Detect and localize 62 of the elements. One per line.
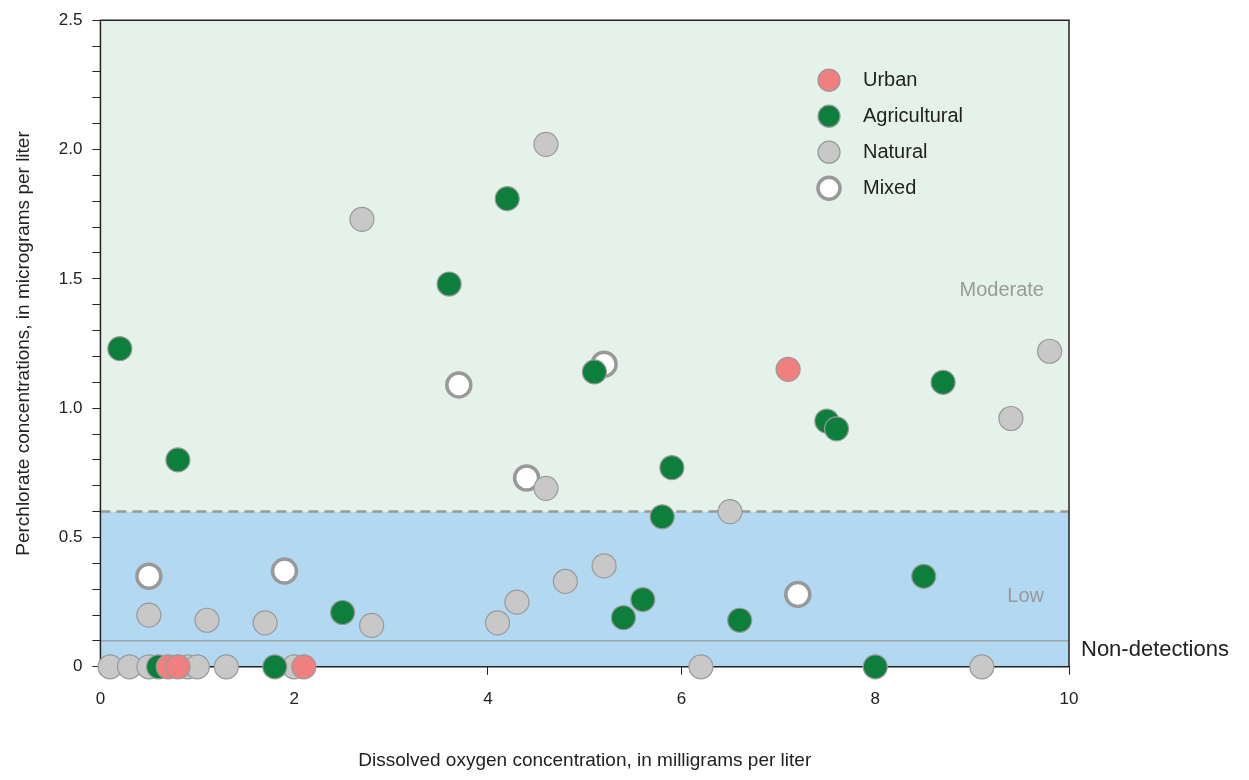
point bbox=[998, 405, 1024, 432]
point bbox=[165, 654, 191, 680]
point bbox=[969, 654, 995, 680]
x-axis-title: Dissolved oxygen concentration, in milligrams per liter bbox=[358, 748, 812, 770]
y-axis-title: Perchlorate concentrations, in micrograms per liter bbox=[11, 130, 33, 556]
point bbox=[823, 416, 850, 442]
point bbox=[512, 464, 541, 492]
x-tick-label: 4 bbox=[483, 688, 493, 708]
y-tick-label: 0.5 bbox=[58, 527, 83, 547]
point bbox=[262, 654, 288, 680]
y-tick-label: 1.0 bbox=[58, 397, 83, 417]
point bbox=[930, 369, 956, 395]
point bbox=[659, 455, 685, 481]
legend-label: Mixed bbox=[863, 175, 917, 198]
point bbox=[194, 607, 220, 633]
point bbox=[349, 206, 375, 232]
x-tick-label: 2 bbox=[289, 688, 299, 708]
point bbox=[552, 568, 578, 595]
x-tick-label: 8 bbox=[870, 688, 881, 708]
point bbox=[533, 131, 559, 157]
point bbox=[784, 580, 812, 609]
y-tick-label: 0 bbox=[72, 656, 83, 676]
point bbox=[136, 602, 162, 628]
point bbox=[213, 654, 239, 680]
point bbox=[581, 359, 607, 385]
legend-label: Agricultural bbox=[863, 103, 964, 126]
point bbox=[610, 605, 637, 631]
point bbox=[591, 553, 617, 579]
point bbox=[717, 499, 743, 525]
point bbox=[107, 336, 133, 362]
point bbox=[436, 271, 462, 297]
point bbox=[359, 612, 385, 639]
point bbox=[688, 654, 714, 680]
point bbox=[165, 447, 191, 473]
point bbox=[484, 610, 511, 636]
legend-label: Natural bbox=[863, 139, 928, 162]
legend-label: Urban bbox=[863, 67, 918, 90]
point bbox=[252, 610, 278, 636]
y-tick-label: 2.0 bbox=[58, 139, 83, 159]
point bbox=[135, 562, 163, 591]
point bbox=[630, 586, 656, 613]
point bbox=[727, 607, 753, 633]
point bbox=[1037, 338, 1063, 364]
y-tick-label: 2.5 bbox=[58, 9, 83, 29]
point bbox=[649, 504, 675, 530]
point bbox=[504, 589, 530, 615]
point bbox=[911, 563, 937, 589]
band-label: Low bbox=[1007, 584, 1045, 607]
x-tick-label: 10 bbox=[1059, 688, 1079, 708]
point bbox=[494, 186, 520, 212]
band-label: Moderate bbox=[959, 277, 1044, 300]
x-tick-label: 0 bbox=[95, 688, 106, 708]
ref-line-label: Non-detections bbox=[1081, 635, 1229, 661]
point bbox=[775, 356, 801, 382]
point bbox=[329, 599, 356, 626]
point bbox=[533, 475, 559, 501]
point bbox=[291, 654, 317, 680]
point bbox=[445, 371, 473, 399]
x-tick-label: 6 bbox=[676, 688, 687, 708]
y-tick-label: 1.5 bbox=[58, 268, 83, 288]
point bbox=[270, 557, 299, 585]
point bbox=[862, 654, 888, 680]
